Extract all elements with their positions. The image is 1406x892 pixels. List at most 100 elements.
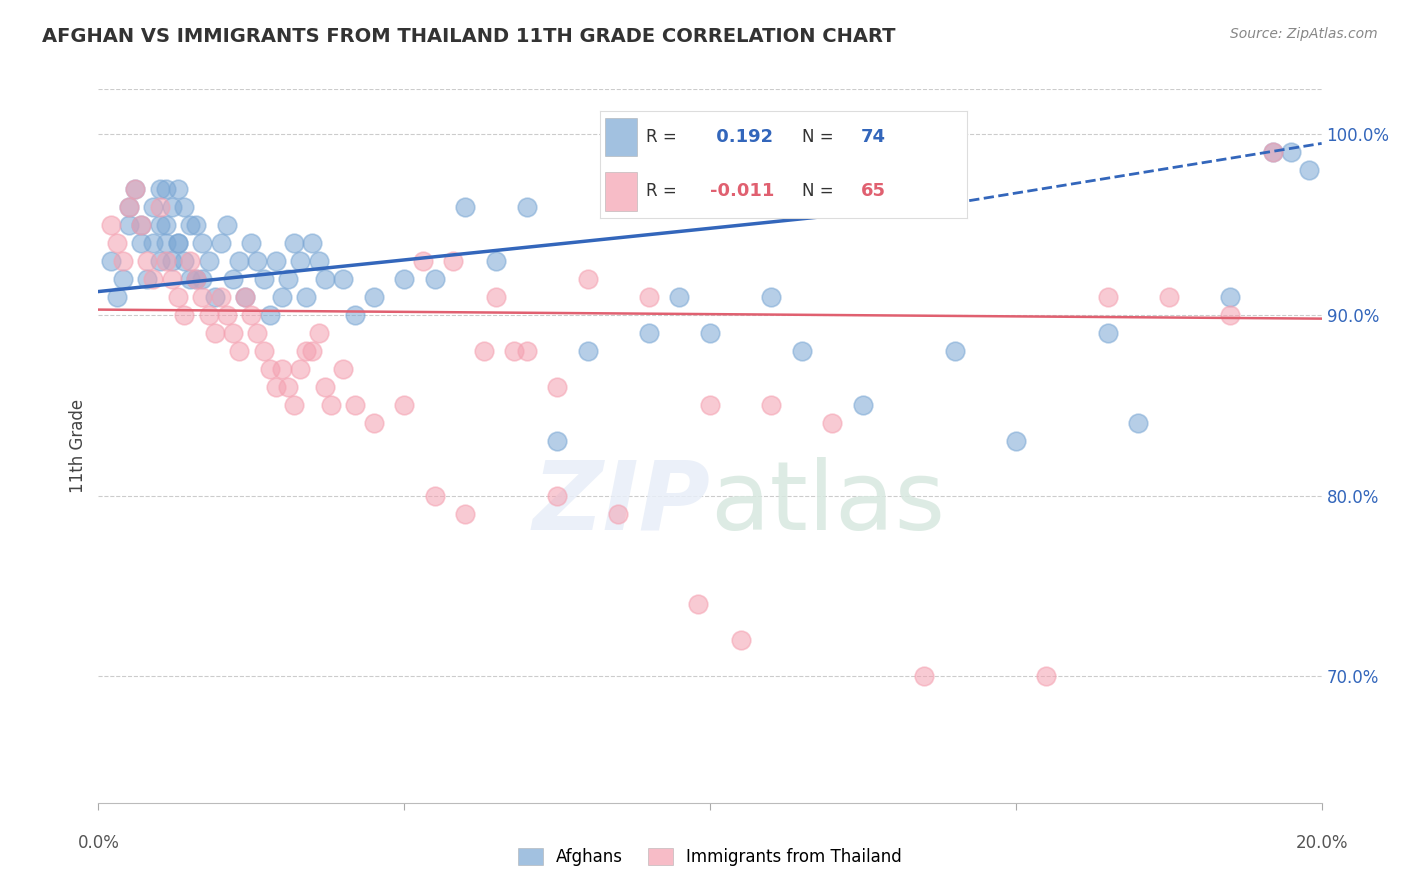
- Point: [204, 290, 226, 304]
- Point: [576, 344, 599, 359]
- Point: [155, 218, 177, 232]
- Point: [167, 181, 190, 195]
- Point: [228, 253, 250, 268]
- Point: [222, 326, 245, 340]
- Point: [105, 235, 128, 250]
- Point: [252, 344, 274, 359]
- Point: [142, 235, 165, 250]
- Point: [160, 200, 183, 214]
- Point: [246, 253, 269, 268]
- Point: [264, 253, 287, 268]
- Point: [516, 344, 538, 359]
- Point: [790, 344, 813, 359]
- Text: Source: ZipAtlas.com: Source: ZipAtlas.com: [1230, 27, 1378, 41]
- Point: [943, 344, 966, 359]
- Point: [423, 272, 446, 286]
- Point: [412, 253, 434, 268]
- Point: [1298, 163, 1320, 178]
- Point: [215, 308, 238, 322]
- Legend: Afghans, Immigrants from Thailand: Afghans, Immigrants from Thailand: [512, 841, 908, 873]
- Point: [136, 272, 159, 286]
- Point: [699, 398, 721, 412]
- Point: [149, 253, 172, 268]
- Point: [222, 272, 245, 286]
- Point: [503, 344, 526, 359]
- Point: [259, 308, 281, 322]
- Point: [441, 253, 464, 268]
- Point: [516, 200, 538, 214]
- Point: [160, 253, 183, 268]
- Point: [485, 290, 508, 304]
- Point: [283, 235, 305, 250]
- Point: [290, 362, 312, 376]
- Point: [1035, 669, 1057, 683]
- Point: [314, 380, 336, 394]
- Point: [1261, 145, 1284, 160]
- Point: [485, 253, 508, 268]
- Point: [136, 253, 159, 268]
- Point: [215, 218, 238, 232]
- Point: [637, 326, 661, 340]
- Point: [167, 235, 190, 250]
- Point: [197, 253, 219, 268]
- Point: [1219, 308, 1241, 322]
- Point: [118, 200, 141, 214]
- Point: [155, 181, 177, 195]
- Point: [607, 507, 630, 521]
- Point: [149, 181, 172, 195]
- Point: [686, 597, 709, 611]
- Point: [209, 235, 232, 250]
- Point: [1097, 326, 1119, 340]
- Point: [259, 362, 281, 376]
- Point: [821, 417, 844, 431]
- Point: [319, 398, 342, 412]
- Point: [454, 200, 477, 214]
- Point: [129, 218, 152, 232]
- Point: [186, 218, 208, 232]
- Point: [124, 181, 146, 195]
- Point: [191, 235, 214, 250]
- Point: [167, 290, 190, 304]
- Point: [699, 326, 721, 340]
- Point: [233, 290, 256, 304]
- Point: [100, 218, 122, 232]
- Point: [209, 290, 232, 304]
- Point: [290, 253, 312, 268]
- Point: [1097, 290, 1119, 304]
- Point: [1004, 434, 1026, 449]
- Point: [111, 253, 134, 268]
- Point: [730, 633, 752, 648]
- Point: [100, 253, 122, 268]
- Point: [546, 380, 568, 394]
- Point: [576, 272, 599, 286]
- Point: [1128, 417, 1150, 431]
- Point: [179, 218, 201, 232]
- Text: 20.0%: 20.0%: [1295, 834, 1348, 852]
- Point: [270, 362, 294, 376]
- Point: [761, 398, 783, 412]
- Point: [155, 235, 177, 250]
- Point: [314, 272, 336, 286]
- Point: [246, 326, 269, 340]
- Point: [277, 380, 299, 394]
- Point: [149, 218, 172, 232]
- Point: [252, 272, 274, 286]
- Point: [344, 398, 367, 412]
- Point: [1261, 145, 1284, 160]
- Point: [454, 507, 477, 521]
- Point: [191, 272, 214, 286]
- Point: [332, 272, 354, 286]
- Point: [283, 398, 305, 412]
- Point: [668, 290, 690, 304]
- Point: [637, 290, 661, 304]
- Point: [546, 434, 568, 449]
- Point: [295, 290, 318, 304]
- Point: [179, 253, 201, 268]
- Text: AFGHAN VS IMMIGRANTS FROM THAILAND 11TH GRADE CORRELATION CHART: AFGHAN VS IMMIGRANTS FROM THAILAND 11TH …: [42, 27, 896, 45]
- Point: [173, 200, 195, 214]
- Point: [546, 489, 568, 503]
- Point: [240, 308, 263, 322]
- Point: [186, 272, 208, 286]
- Point: [129, 235, 152, 250]
- Point: [240, 235, 263, 250]
